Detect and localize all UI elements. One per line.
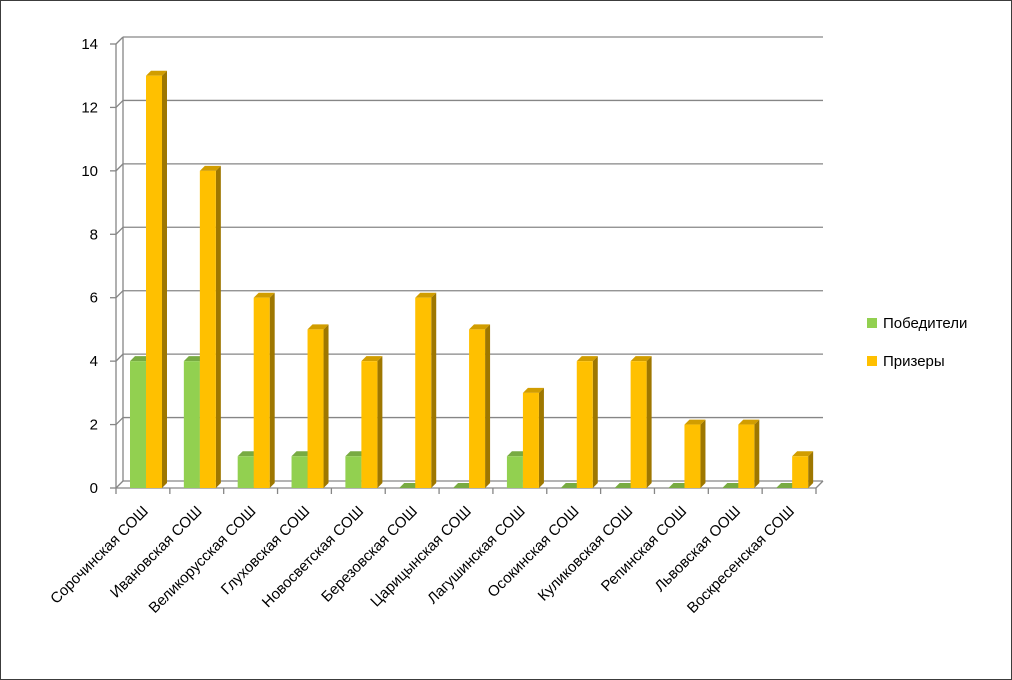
gridline — [110, 226, 823, 235]
x-tick-label: Великорусская СОШ — [146, 503, 260, 617]
bar — [576, 356, 598, 488]
bar — [307, 324, 329, 488]
y-tick-label: 2 — [90, 417, 98, 434]
gridline — [110, 290, 823, 299]
bar — [614, 483, 636, 488]
gridline — [110, 99, 823, 109]
legend-item: Призеры — [867, 353, 945, 370]
bar — [199, 165, 221, 488]
legend-label: Победители — [883, 315, 967, 332]
legend-label: Призеры — [883, 353, 945, 370]
x-tick-label: Куликовская СОШ — [535, 503, 637, 605]
bar — [399, 483, 421, 488]
y-tick-labels: 0 2 4 6 8 10 12 14 — [81, 36, 98, 497]
bar — [253, 292, 275, 488]
y-tick-label: 6 — [90, 290, 98, 307]
legend-swatch — [867, 356, 877, 366]
bar — [560, 483, 582, 488]
x-tick-label: Осокинская СОШ — [484, 503, 582, 601]
floor-edge — [815, 480, 824, 489]
bars — [130, 70, 814, 488]
bar — [684, 419, 706, 488]
bar — [722, 483, 744, 488]
gridlines — [110, 36, 823, 489]
x-tick-label: Березовская СОШ — [318, 503, 421, 606]
x-tick-label: Царицынская СОШ — [367, 503, 475, 611]
y-tick-label: 8 — [90, 226, 98, 243]
legend-swatch — [867, 318, 877, 328]
bar — [792, 451, 814, 488]
legend: Победители Призеры — [867, 315, 967, 370]
bar — [776, 483, 798, 488]
y-tick-label: 0 — [90, 480, 98, 497]
bar — [738, 419, 760, 488]
x-tick-label: Воскресенская СОШ — [684, 503, 798, 617]
bar — [630, 356, 652, 488]
x-tick-label: Сорочинская СОШ — [47, 503, 152, 608]
y-tick-label: 4 — [90, 353, 98, 370]
bar — [415, 292, 437, 488]
bar — [146, 70, 167, 488]
gridline — [110, 36, 823, 45]
x-tick-label: Ивановская СОШ — [107, 503, 205, 601]
bar — [469, 324, 491, 488]
x-tick-label: Лагушинская СОШ — [424, 503, 529, 608]
x-tick-label: Новосветская СОШ — [259, 503, 367, 611]
bar — [453, 483, 475, 488]
y-tick-label: 12 — [81, 99, 98, 116]
y-tick-label: 10 — [81, 163, 98, 180]
gridline — [110, 163, 823, 172]
legend-item: Победители — [867, 315, 967, 332]
bar — [668, 483, 690, 488]
y-tick-label: 14 — [81, 36, 98, 53]
bar — [522, 387, 544, 488]
bar — [361, 356, 383, 488]
